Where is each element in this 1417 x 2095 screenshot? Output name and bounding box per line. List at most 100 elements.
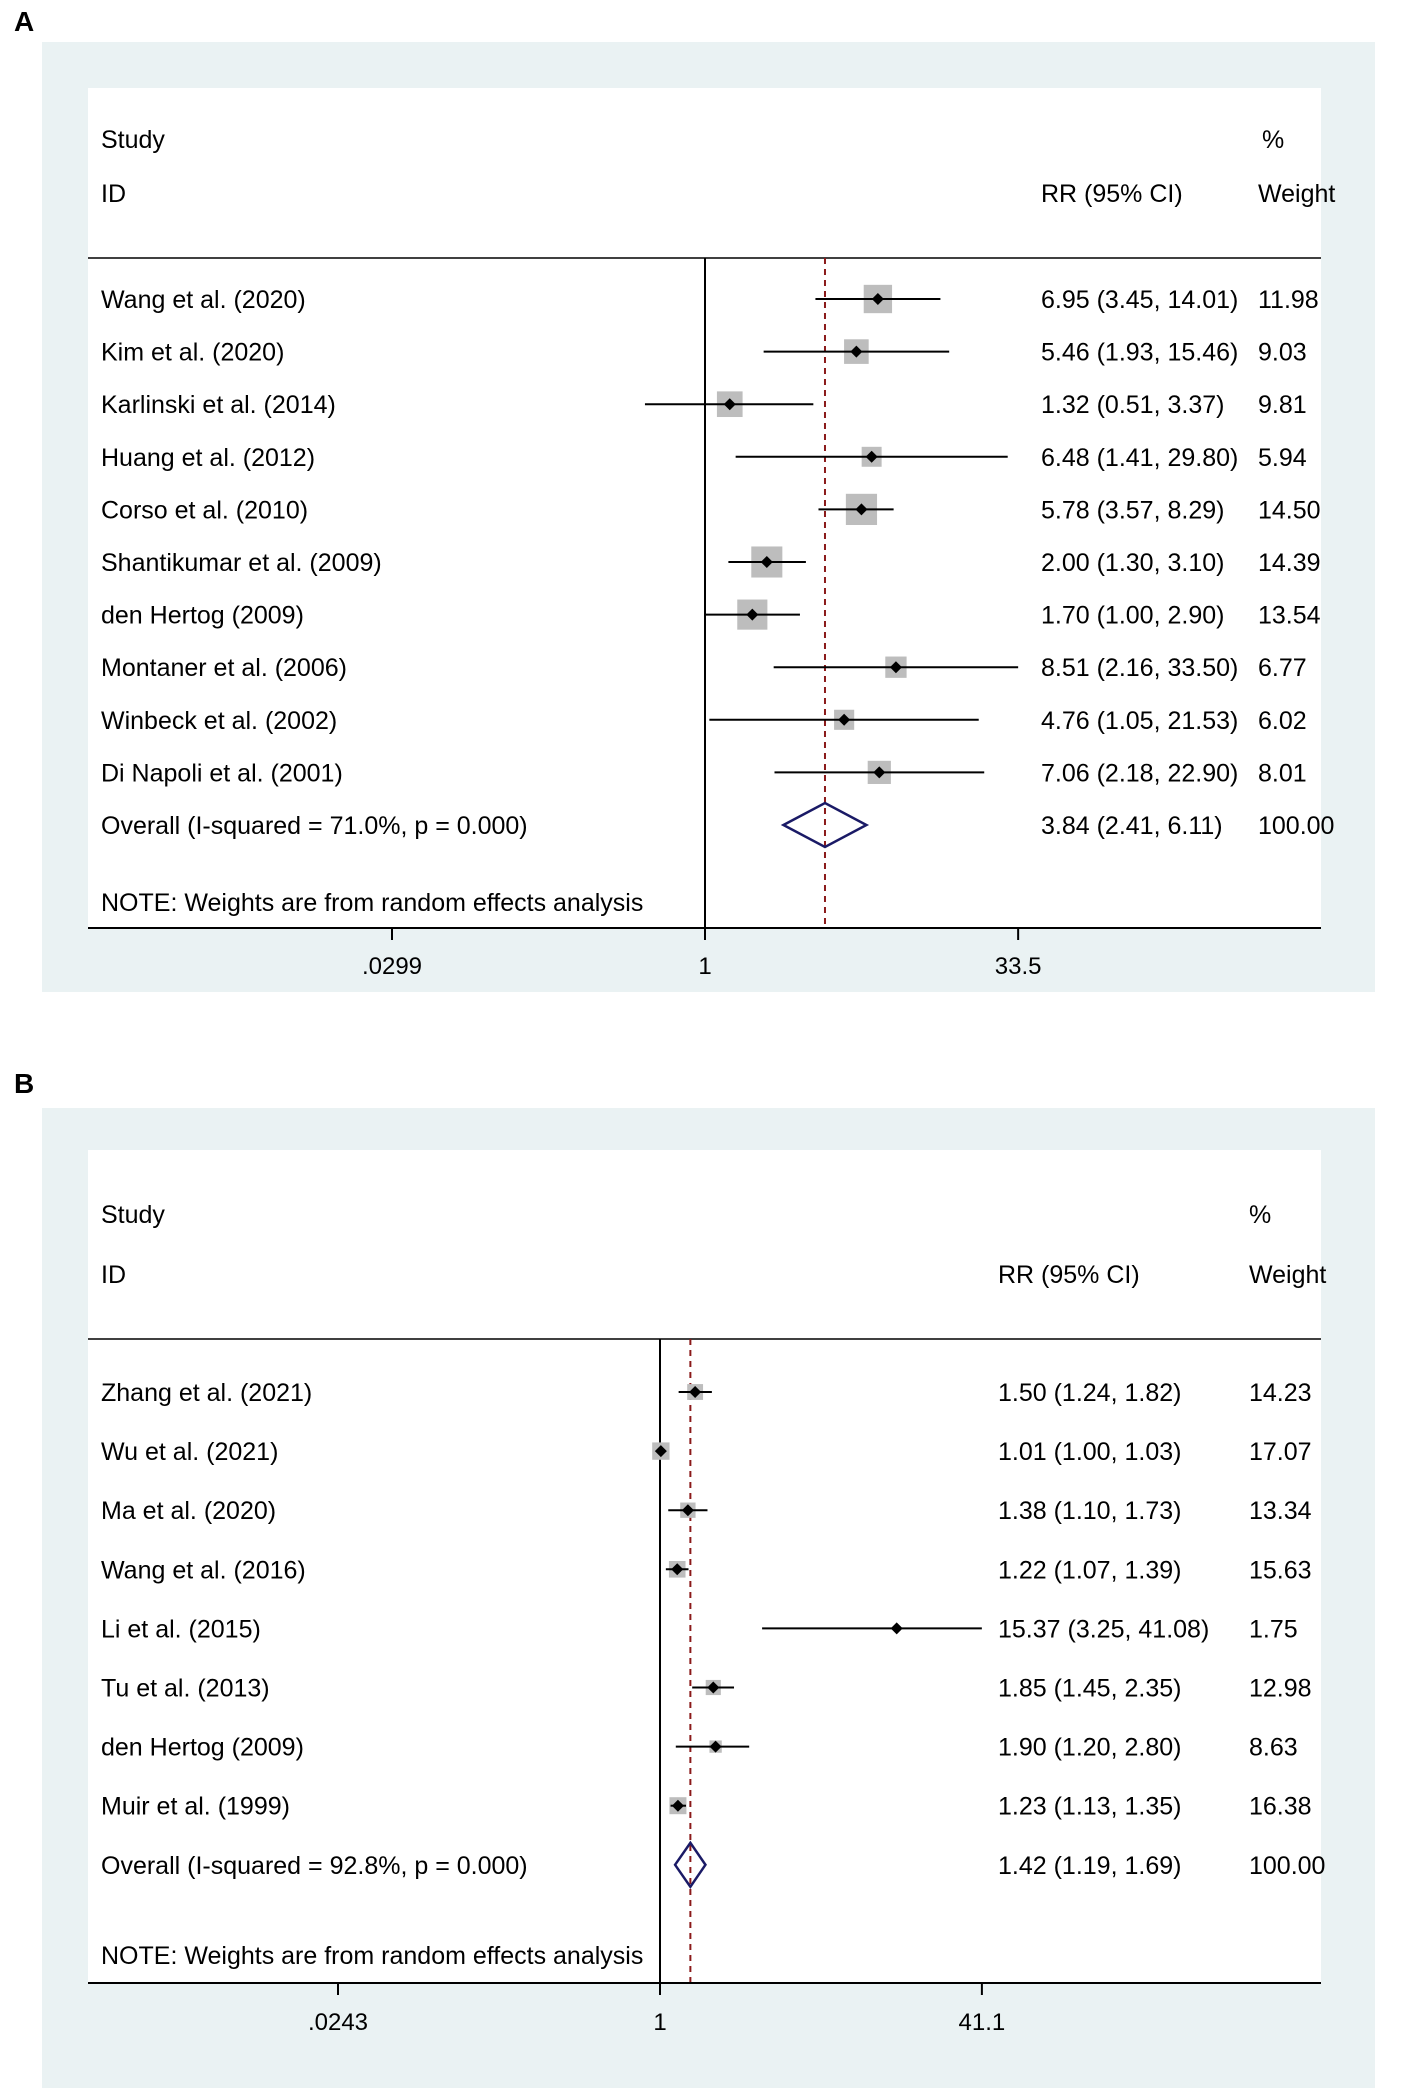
point-estimate	[873, 766, 886, 779]
study-weight-text: 8.63	[1249, 1734, 1298, 1762]
study-ci-text: 6.48 (1.41, 29.80)	[1041, 444, 1238, 472]
study-ci-text: 1.70 (1.00, 2.90)	[1041, 602, 1224, 630]
study-ci-text: 1.38 (1.10, 1.73)	[998, 1497, 1181, 1525]
point-estimate	[838, 713, 851, 726]
study-ci-text: 2.00 (1.30, 3.10)	[1041, 549, 1224, 577]
study-name: Ma et al. (2020)	[101, 1497, 276, 1525]
study-ci-text: 7.06 (2.18, 22.90)	[1041, 759, 1238, 787]
study-name: Wang et al. (2020)	[101, 286, 306, 314]
study-weight-text: 17.07	[1249, 1438, 1312, 1466]
point-estimate	[681, 1504, 694, 1517]
study-name: Montaner et al. (2006)	[101, 654, 347, 682]
panel-a-label: A	[14, 6, 35, 37]
study-weight-text: 13.34	[1249, 1497, 1312, 1525]
study-name: Li et al. (2015)	[101, 1615, 261, 1643]
overall-weight-text: 100.00	[1258, 812, 1334, 840]
header-rr-ci: RR (95% CI)	[1041, 180, 1183, 208]
study-ci-text: 1.22 (1.07, 1.39)	[998, 1556, 1181, 1584]
study-name: Muir et al. (1999)	[101, 1793, 290, 1821]
study-weight-text: 6.77	[1258, 654, 1307, 682]
study-name: Zhang et al. (2021)	[101, 1379, 312, 1407]
study-weight-text: 11.98	[1258, 286, 1319, 314]
point-estimate	[654, 1445, 667, 1458]
study-weight-text: 9.03	[1258, 339, 1307, 367]
overall-label: Overall (I-squared = 92.8%, p = 0.000)	[101, 1852, 528, 1880]
study-weight-text: 16.38	[1249, 1793, 1312, 1821]
x-tick-label: 1	[698, 953, 711, 980]
study-name: Kim et al. (2020)	[101, 339, 284, 367]
study-name: Winbeck et al. (2002)	[101, 707, 337, 735]
study-name: Shantikumar et al. (2009)	[101, 549, 382, 577]
study-weight-text: 15.63	[1249, 1556, 1312, 1584]
study-name: den Hertog (2009)	[101, 1734, 304, 1762]
forest-plot-b: Study ID RR (95% CI)% Weight Zhang et al. (2…	[42, 1108, 1375, 2088]
study-name: Wu et al. (2021)	[101, 1438, 278, 1466]
study-ci-text: 8.51 (2.16, 33.50)	[1041, 654, 1238, 682]
header-percent: %	[1249, 1201, 1271, 1229]
point-estimate	[723, 398, 736, 411]
weights-note: NOTE: Weights are from random effects an…	[101, 889, 643, 917]
header-study: Study	[101, 126, 165, 154]
study-weight-text: 9.81	[1258, 391, 1307, 419]
study-name: Wang et al. (2016)	[101, 1556, 306, 1584]
study-ci-text: 5.46 (1.93, 15.46)	[1041, 339, 1238, 367]
weights-note: NOTE: Weights are from random effects an…	[101, 1942, 643, 1970]
overall-ci-text: 3.84 (2.41, 6.11)	[1041, 812, 1223, 840]
point-estimate	[707, 1681, 720, 1694]
overall-label: Overall (I-squared = 71.0%, p = 0.000)	[101, 812, 528, 840]
forest-plot-a: Study ID RR (95% CI)% Weight Wang et al. (20…	[42, 42, 1375, 992]
point-estimate	[709, 1740, 722, 1753]
study-ci-text: 1.23 (1.13, 1.35)	[998, 1793, 1181, 1821]
panel-b-label: B	[14, 1068, 35, 1099]
point-estimate	[671, 1563, 684, 1576]
overall-ci-text: 1.42 (1.19, 1.69)	[998, 1852, 1181, 1880]
point-estimate	[855, 503, 868, 516]
point-estimate	[760, 556, 773, 568]
header-weight: Weight	[1258, 180, 1335, 208]
study-weight-text: 6.02	[1258, 707, 1307, 735]
x-tick-label: .0299	[362, 953, 422, 980]
header-id: ID	[101, 180, 126, 208]
study-weight-text: 8.01	[1258, 759, 1307, 787]
study-ci-text: 1.85 (1.45, 2.35)	[998, 1675, 1181, 1703]
overall-weight-text: 100.00	[1249, 1852, 1325, 1880]
study-name: Tu et al. (2013)	[101, 1675, 270, 1703]
x-tick-label: 41.1	[959, 2009, 1006, 2036]
point-estimate	[671, 1799, 684, 1812]
x-tick-label: 33.5	[995, 953, 1042, 980]
overall-diamond	[780, 801, 870, 849]
study-ci-text: 1.50 (1.24, 1.82)	[998, 1379, 1181, 1407]
point-estimate	[871, 293, 884, 305]
header-rr-ci: RR (95% CI)	[998, 1261, 1140, 1289]
study-weight-text: 14.23	[1249, 1379, 1312, 1407]
study-name: den Hertog (2009)	[101, 602, 304, 630]
header-id: ID	[101, 1261, 126, 1289]
study-weight-text: 12.98	[1249, 1675, 1312, 1703]
study-weight-text: 14.50	[1258, 496, 1321, 524]
header-percent: %	[1262, 126, 1284, 154]
study-weight-text: 5.94	[1258, 444, 1307, 472]
point-estimate	[850, 345, 863, 358]
point-estimate	[746, 608, 759, 621]
study-name: Corso et al. (2010)	[101, 496, 308, 524]
point-estimate	[889, 661, 902, 674]
study-name: Karlinski et al. (2014)	[101, 391, 336, 419]
study-ci-text: 15.37 (3.25, 41.08)	[998, 1615, 1209, 1643]
study-name: Di Napoli et al. (2001)	[101, 759, 343, 787]
x-tick-label: 1	[653, 2009, 666, 2036]
study-name: Huang et al. (2012)	[101, 444, 315, 472]
study-ci-text: 5.78 (3.57, 8.29)	[1041, 496, 1224, 524]
study-ci-text: 1.01 (1.00, 1.03)	[998, 1438, 1181, 1466]
point-estimate	[689, 1386, 702, 1398]
plot-area	[88, 1150, 1321, 1983]
overall-diamond	[673, 1840, 707, 1889]
point-estimate	[890, 1622, 903, 1635]
study-weight-text: 14.39	[1258, 549, 1321, 577]
header-study: Study	[101, 1201, 165, 1229]
study-ci-text: 6.95 (3.45, 14.01)	[1041, 286, 1238, 314]
study-weight-text: 1.75	[1249, 1615, 1298, 1643]
study-ci-text: 1.90 (1.20, 2.80)	[998, 1734, 1181, 1762]
study-ci-text: 4.76 (1.05, 21.53)	[1041, 707, 1238, 735]
study-ci-text: 1.32 (0.51, 3.37)	[1041, 391, 1224, 419]
